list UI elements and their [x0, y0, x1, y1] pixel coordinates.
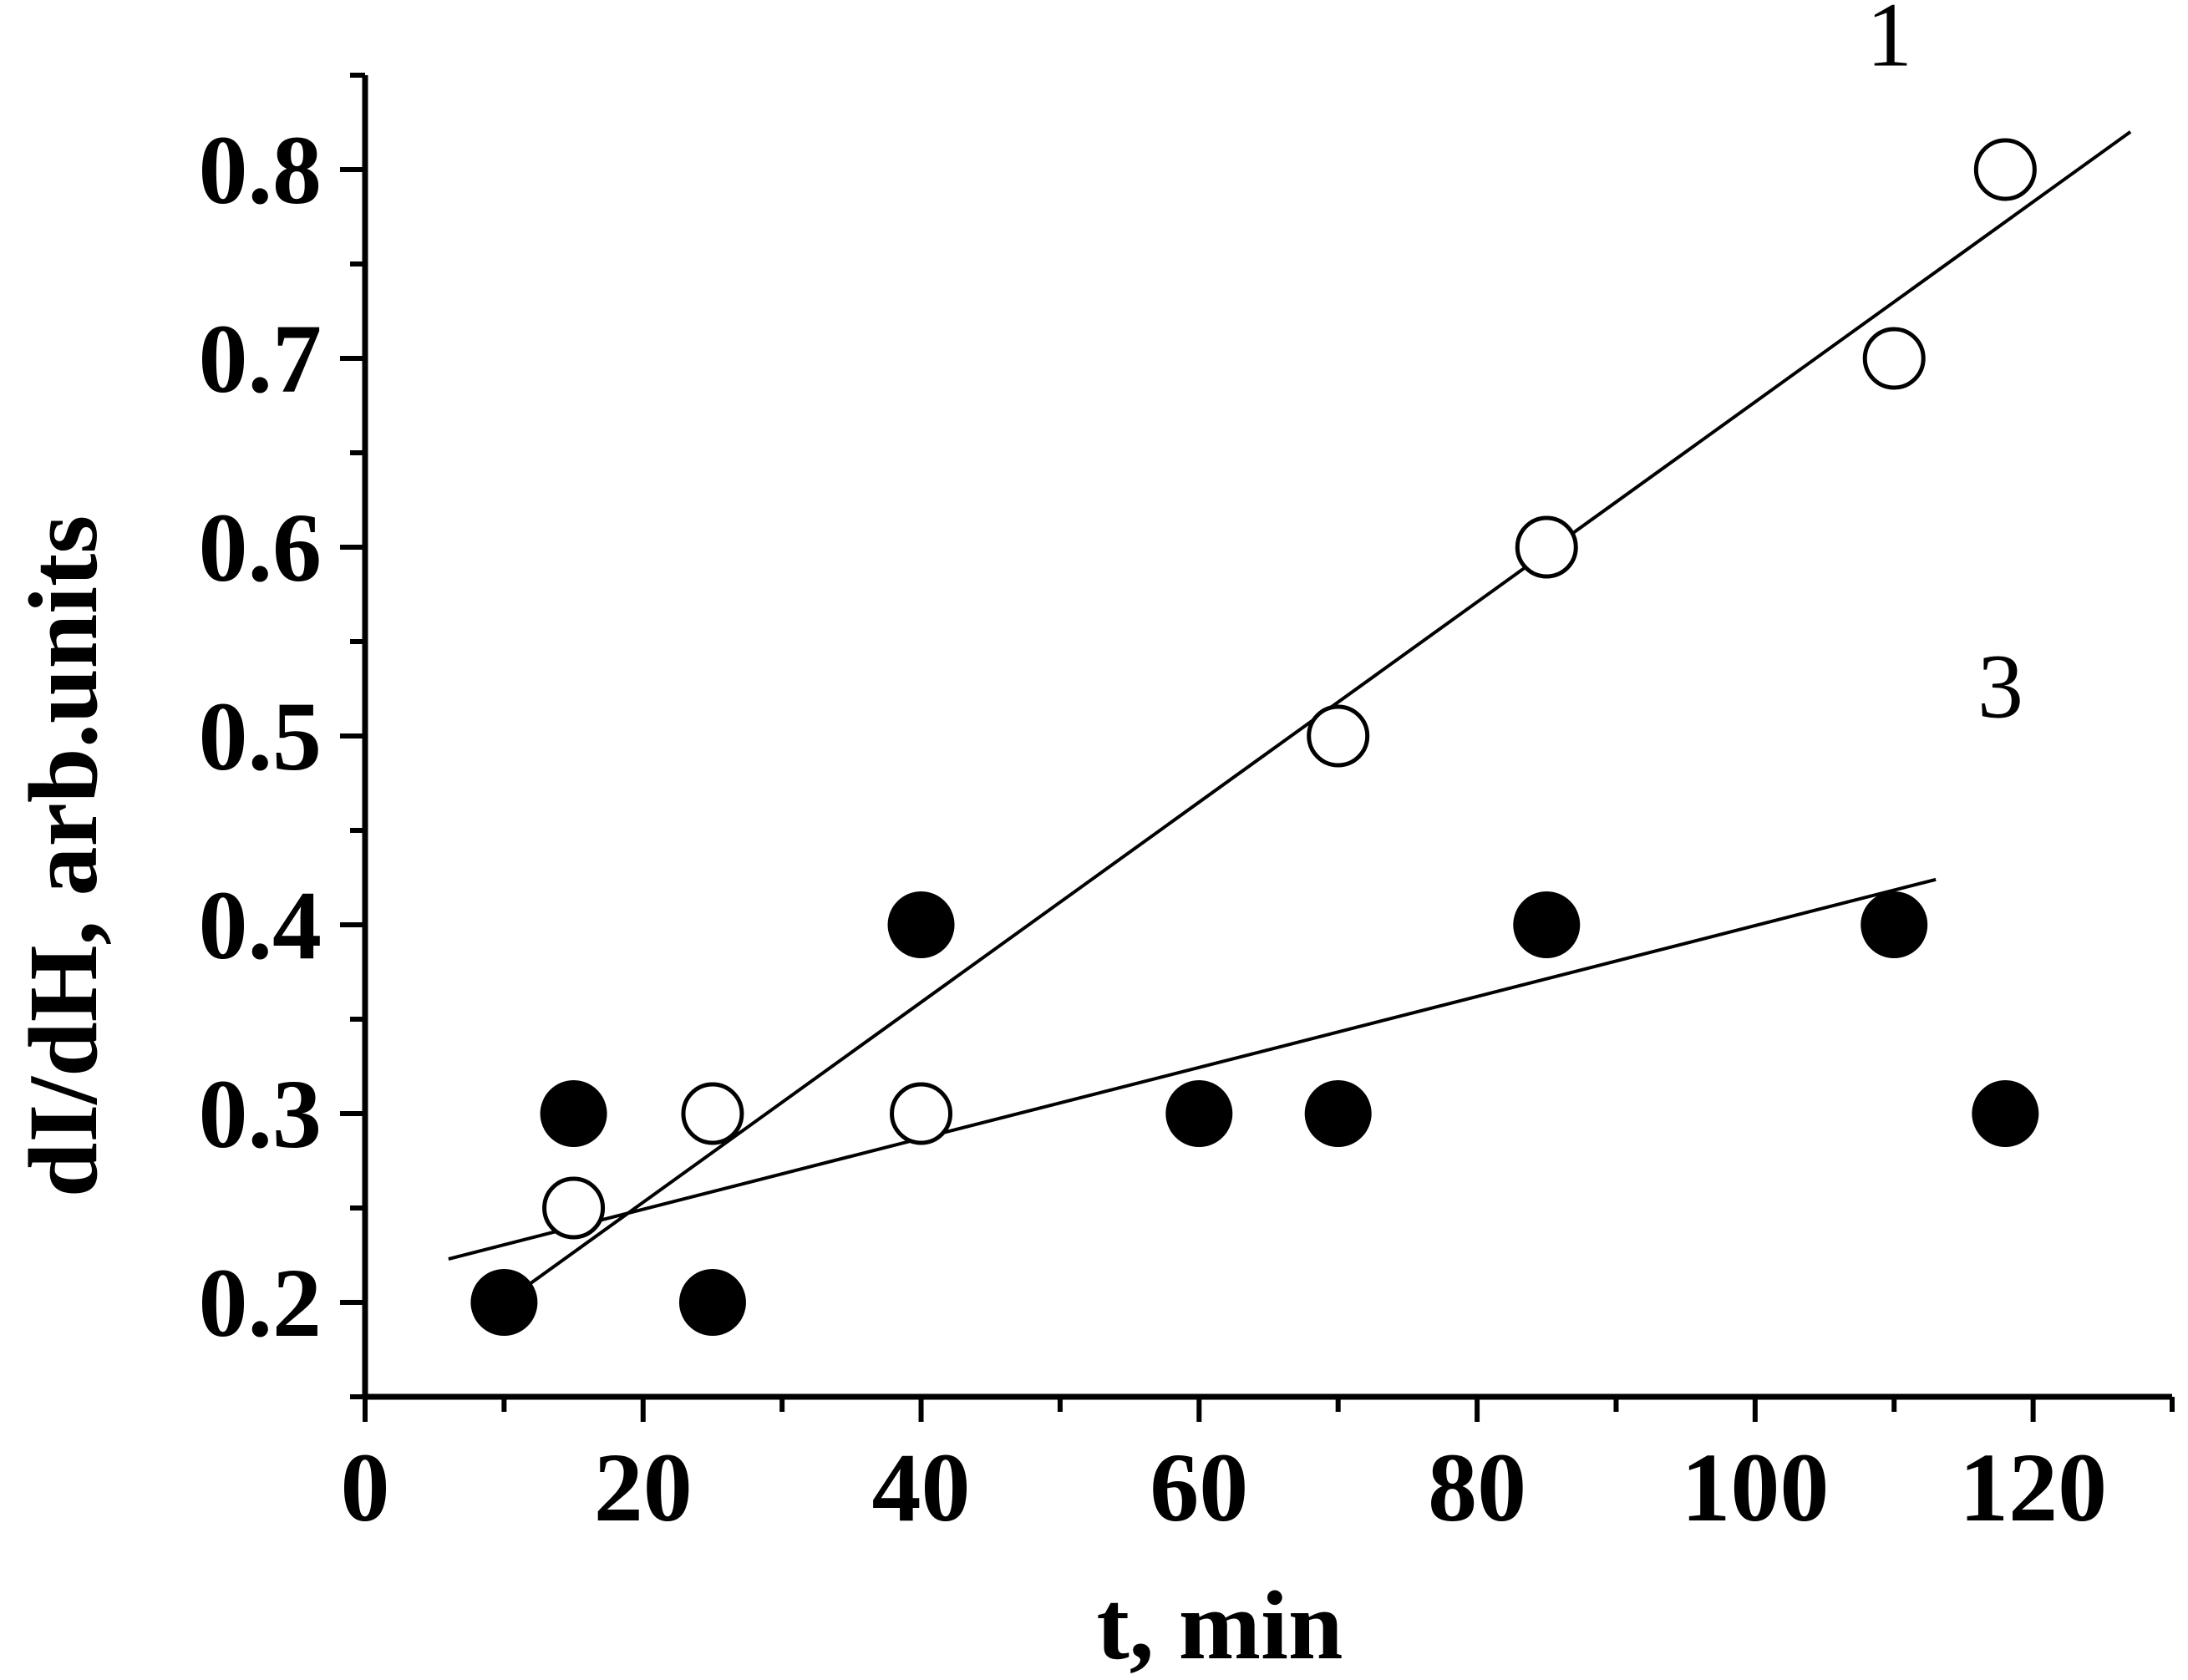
open-point-series-1 [1515, 515, 1578, 579]
filled-point-series-3 [1972, 1080, 2039, 1147]
series-labels: 13 [1866, 0, 2023, 737]
filled-point-series-3 [887, 891, 955, 958]
x-tick-label: 40 [872, 1433, 971, 1542]
tick-labels: 0 20 40 60 80 100 120 0.2 0.3 0.4 0.5 0.6 0.7 0.8 [199, 115, 2108, 1542]
x-tick-label: 0 [341, 1433, 390, 1542]
axes [340, 73, 2175, 1422]
y-tick-label: 0.8 [199, 115, 322, 225]
data-points [470, 138, 2039, 1336]
open-point-series-1 [1862, 327, 1926, 390]
series-label-1: 1 [1866, 0, 1912, 86]
filled-point-series-3 [678, 1269, 746, 1336]
filled-point-series-3 [1861, 891, 1928, 958]
open-point-series-1 [890, 1082, 953, 1145]
x-tick-label: 60 [1150, 1433, 1248, 1542]
x-tick-label: 20 [594, 1433, 693, 1542]
y-tick-label: 0.4 [199, 870, 322, 980]
y-axis-title: dI/dH, arb.units [8, 515, 118, 1198]
x-axis-title: t, min [1097, 1571, 1343, 1680]
series-label-3: 3 [1977, 635, 2023, 737]
filled-point-series-3 [470, 1269, 538, 1336]
y-tick-label: 0.5 [199, 682, 322, 791]
open-point-series-1 [1307, 704, 1370, 768]
fit-line-series-3 [448, 877, 1937, 1261]
filled-point-series-3 [540, 1080, 607, 1147]
open-point-series-1 [1973, 138, 2037, 201]
y-tick-label: 0.2 [199, 1248, 322, 1358]
x-tick-label: 80 [1428, 1433, 1526, 1542]
open-point-series-1 [681, 1082, 744, 1145]
y-tick-label: 0.6 [199, 493, 322, 602]
filled-point-series-3 [1165, 1080, 1233, 1147]
filled-point-series-3 [1513, 891, 1581, 958]
y-tick-label: 0.3 [199, 1059, 322, 1169]
open-point-series-1 [542, 1176, 606, 1240]
x-tick-label: 100 [1681, 1433, 1829, 1542]
x-tick-label: 120 [1959, 1433, 2107, 1542]
filled-point-series-3 [1304, 1080, 1372, 1147]
y-tick-label: 0.7 [199, 304, 322, 414]
